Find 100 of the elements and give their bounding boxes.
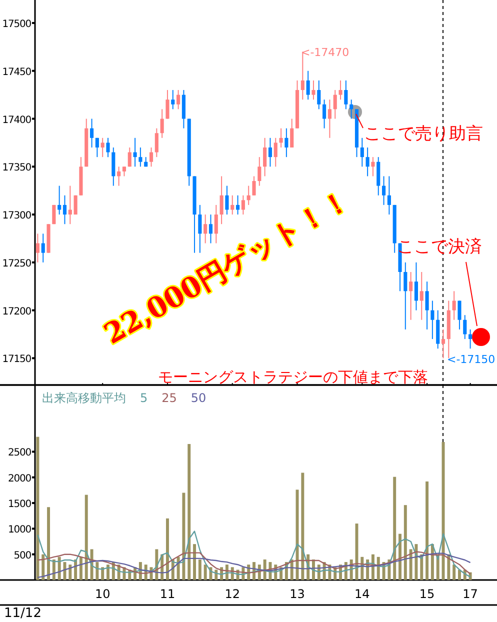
text: 11/12 bbox=[4, 606, 42, 621]
candlestick bbox=[430, 300, 434, 340]
bar bbox=[458, 570, 461, 580]
candlestick bbox=[420, 271, 424, 320]
candlestick bbox=[436, 310, 440, 350]
candlestick bbox=[246, 185, 250, 206]
bar bbox=[404, 505, 407, 580]
candlestick bbox=[220, 176, 224, 225]
bar bbox=[301, 472, 304, 580]
candlestick bbox=[468, 328, 472, 350]
candlestick bbox=[214, 204, 218, 244]
candlestick bbox=[225, 185, 229, 216]
candlestick bbox=[463, 314, 467, 340]
x-tick-label: 13 bbox=[290, 587, 305, 601]
x-tick-label: 12 bbox=[224, 587, 240, 601]
candlestick bbox=[268, 137, 272, 168]
candlestick bbox=[409, 271, 413, 320]
y-tick-label: 17250 bbox=[2, 258, 32, 270]
candlestick bbox=[344, 80, 348, 110]
candlestick bbox=[171, 90, 175, 110]
y-tick-label: 17450 bbox=[2, 66, 32, 78]
annotation: <-17150 bbox=[447, 353, 496, 366]
candlestick bbox=[312, 80, 316, 100]
bar bbox=[47, 507, 50, 580]
y-tick-label: 1000 bbox=[8, 524, 32, 536]
y-tick-label: 17400 bbox=[2, 114, 32, 126]
text: 50 bbox=[190, 391, 206, 405]
candlestick bbox=[258, 156, 262, 186]
annotation: モーニングストラテジーの下値まで下落 bbox=[158, 368, 428, 386]
bar bbox=[263, 559, 266, 580]
y-tick-label: 17350 bbox=[2, 162, 32, 174]
bar bbox=[426, 481, 429, 580]
candlestick bbox=[236, 194, 240, 216]
bar bbox=[96, 562, 99, 580]
candlestick bbox=[122, 166, 126, 177]
bar bbox=[68, 564, 72, 580]
bar bbox=[188, 444, 191, 580]
candlestick bbox=[133, 137, 137, 168]
candlestick bbox=[95, 137, 99, 158]
x-tick-label: 10 bbox=[94, 587, 110, 601]
bar bbox=[106, 564, 110, 580]
candlestick bbox=[58, 185, 62, 216]
candlestick bbox=[166, 90, 170, 120]
candlestick bbox=[376, 156, 380, 196]
bar bbox=[452, 564, 456, 580]
candlestick bbox=[458, 300, 462, 330]
bar bbox=[79, 556, 82, 580]
candlestick bbox=[198, 204, 202, 254]
bar bbox=[409, 549, 412, 580]
bar bbox=[84, 494, 88, 580]
candlestick bbox=[204, 214, 208, 244]
bar bbox=[193, 544, 196, 580]
bar bbox=[398, 534, 402, 580]
y-tick-label: 2000 bbox=[8, 473, 32, 484]
candlestick bbox=[360, 137, 364, 168]
bar bbox=[198, 559, 202, 580]
annotation: <-17470 bbox=[301, 46, 350, 59]
y-tick-label: 17500 bbox=[2, 18, 32, 30]
y-tick-label: 2500 bbox=[8, 448, 32, 459]
candlestick bbox=[62, 194, 67, 225]
x-tick-label: 11 bbox=[160, 587, 176, 601]
candlestick bbox=[414, 262, 418, 311]
candlestick bbox=[41, 233, 45, 263]
text: 25 bbox=[162, 391, 177, 405]
candlestick bbox=[279, 128, 283, 148]
candlestick bbox=[176, 90, 180, 110]
candlestick bbox=[333, 90, 337, 120]
candlestick bbox=[441, 328, 446, 359]
text: 5 bbox=[140, 391, 148, 405]
candlestick bbox=[149, 146, 154, 168]
candlestick bbox=[117, 166, 121, 186]
candlestick bbox=[112, 146, 116, 186]
y-tick-label: 17150 bbox=[2, 354, 32, 366]
y-tick-label: 17200 bbox=[2, 306, 32, 318]
bar bbox=[42, 554, 45, 580]
bar bbox=[204, 564, 207, 580]
bar bbox=[176, 556, 180, 580]
legend-title: 出来高移動平均 bbox=[42, 391, 126, 405]
candlestick bbox=[338, 80, 342, 100]
candlestick bbox=[241, 194, 245, 216]
candlestick bbox=[290, 118, 294, 148]
candlestick bbox=[306, 70, 310, 100]
line-series bbox=[37, 530, 471, 578]
y-tick-label: 1500 bbox=[8, 499, 32, 510]
annotation: ここで売り助言 bbox=[364, 124, 483, 144]
candlestick bbox=[230, 194, 234, 216]
candlestick bbox=[208, 214, 213, 244]
y-tick-label: 17300 bbox=[2, 210, 32, 222]
candlestick bbox=[263, 137, 267, 177]
candlestick bbox=[138, 146, 142, 168]
bar bbox=[393, 476, 396, 580]
line-series bbox=[37, 552, 471, 578]
bar bbox=[182, 492, 186, 580]
candlestick bbox=[274, 137, 278, 168]
x-tick-label: 17 bbox=[462, 587, 478, 601]
candlestick bbox=[182, 90, 186, 129]
x-tick-label: 15 bbox=[419, 587, 435, 601]
candlestick bbox=[366, 146, 370, 177]
y-tick-label: 500 bbox=[14, 550, 32, 562]
candlestick bbox=[252, 176, 256, 196]
